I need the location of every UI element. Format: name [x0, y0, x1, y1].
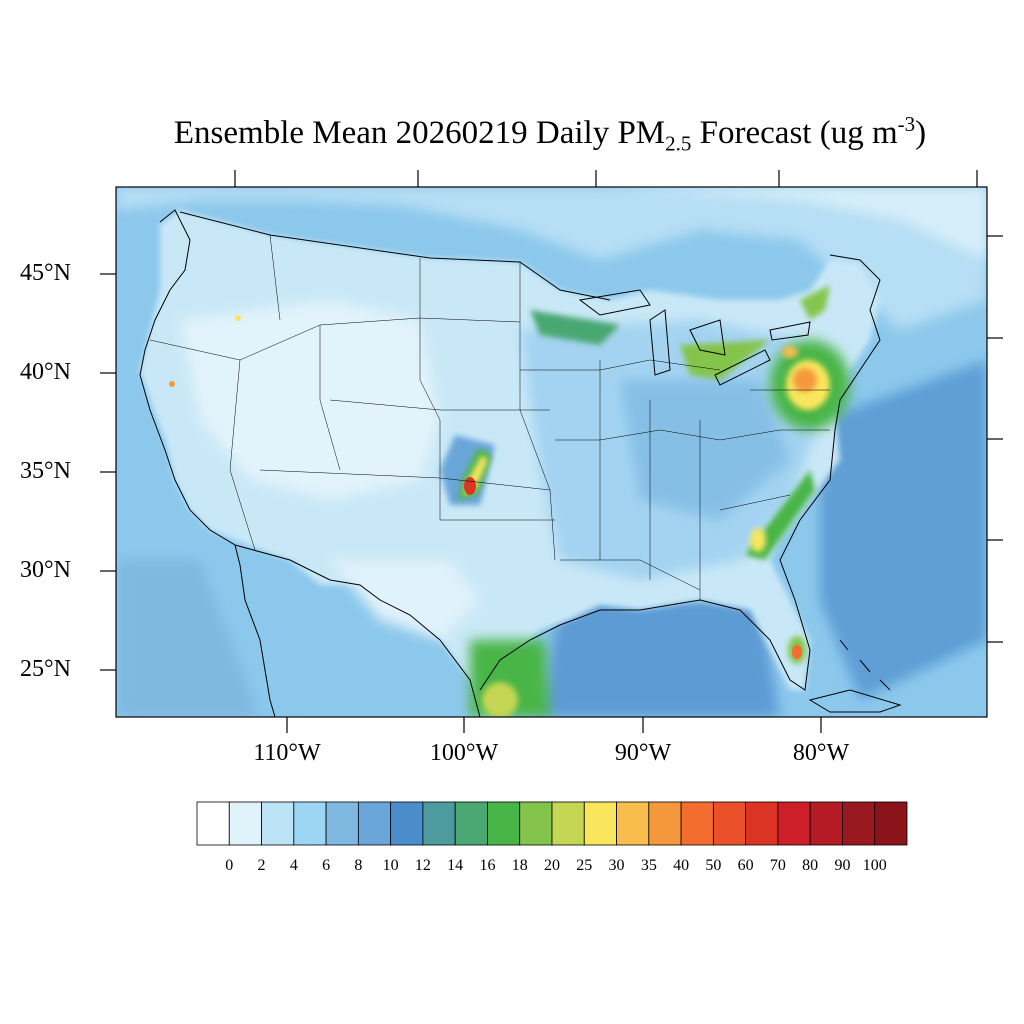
- title-middle: Forecast (ug m: [691, 115, 898, 151]
- legend-swatch: [228, 801, 262, 846]
- legend-swatch: [519, 801, 553, 846]
- legend-swatch: [454, 801, 488, 846]
- west-coastline: [139, 209, 276, 717]
- legend-swatch: [422, 801, 456, 846]
- hotspot-idaho: [235, 315, 241, 321]
- canada-border: [179, 211, 611, 301]
- lon-label-90w: 90°W: [614, 740, 672, 766]
- lake-ontario: [769, 321, 811, 341]
- legend-swatch: [874, 801, 908, 846]
- lat-label-40: 40°N: [20, 359, 71, 385]
- title-superscript: -3: [897, 112, 916, 136]
- lat-label-30: 30°N: [20, 557, 71, 583]
- lake-erie: [714, 349, 771, 386]
- legend-swatch: [680, 801, 714, 846]
- ohio-valley-field: [620, 380, 790, 520]
- legend-swatch: [487, 801, 521, 846]
- lon-label-80w: 80°W: [792, 740, 850, 766]
- legend-tick-label: 2: [257, 857, 266, 874]
- legend-tick-label: 16: [479, 857, 496, 874]
- legend-tick-label: 30: [608, 857, 625, 874]
- legend-tick-label: 35: [640, 857, 657, 874]
- texas-west-field: [330, 560, 480, 640]
- legend-tick-label: 0: [225, 857, 234, 874]
- legend-tick-label: 6: [322, 857, 331, 874]
- map-ticks: [100, 170, 1003, 733]
- title-subscript: 2.5: [665, 131, 692, 156]
- atlantic-field: [820, 360, 987, 700]
- legend-tick-label: 70: [769, 857, 786, 874]
- map-title: Ensemble Mean 20260219 Daily PM2.5 Forec…: [0, 112, 1024, 157]
- legend-tick-label: 18: [511, 857, 528, 874]
- state-borders: [149, 234, 830, 600]
- hotspot-nevada: [169, 381, 175, 387]
- lat-label-25: 25°N: [20, 656, 71, 682]
- legend-tick-label: 8: [354, 857, 363, 874]
- legend-tick-label: 90: [834, 857, 851, 874]
- legend-swatch: [745, 801, 779, 846]
- legend-swatch: [648, 801, 682, 846]
- mexico-border: [234, 544, 481, 717]
- lon-label-100w: 100°W: [429, 740, 499, 766]
- legend-tick-label: 4: [289, 857, 298, 874]
- west-interior-field: [180, 300, 440, 500]
- map-field: [116, 187, 987, 717]
- lake-michigan: [649, 309, 671, 376]
- legend-tick-label: 50: [705, 857, 722, 874]
- legend-swatch: [390, 801, 424, 846]
- title-suffix: ): [915, 115, 927, 151]
- hotspot-south-texas: [470, 640, 550, 717]
- legend-swatch: [551, 801, 585, 846]
- legend-tick-label: 14: [447, 857, 464, 874]
- color-legend: [196, 801, 908, 846]
- legend-swatch: [712, 801, 747, 846]
- lat-label-35: 35°N: [20, 458, 71, 484]
- legend-tick-label: 80: [802, 857, 819, 874]
- legend-swatch: [357, 801, 392, 846]
- legend-swatch: [583, 801, 617, 846]
- legend-tick-label: 10: [382, 857, 399, 874]
- legend-tick-label: 12: [414, 857, 431, 874]
- map-border: [115, 186, 988, 718]
- lon-label-110w: 110°W: [253, 740, 321, 766]
- lat-label-45: 45°N: [20, 260, 71, 286]
- title-prefix: Ensemble Mean 20260219 Daily PM: [173, 115, 666, 151]
- lake-superior: [578, 289, 651, 316]
- legend-swatch: [777, 801, 811, 846]
- legend-swatch: [325, 801, 359, 846]
- legend-tick-label: 25: [576, 857, 593, 874]
- legend-swatch: [842, 801, 876, 846]
- legend-swatch: [809, 801, 843, 846]
- legend-tick-label: 40: [673, 857, 690, 874]
- cuba-outline: [808, 689, 902, 713]
- lake-huron: [689, 319, 726, 356]
- canada-field: [116, 187, 987, 330]
- hotspot-south-florida: [788, 636, 806, 664]
- legend-tick-label: 20: [544, 857, 560, 874]
- hotspot-plains-plume: [440, 435, 495, 505]
- legend-swatch: [261, 801, 295, 846]
- pacific-field: [116, 560, 260, 717]
- legend-swatch: [616, 801, 650, 846]
- hotspot-mid-atlantic: [770, 340, 850, 430]
- legend-tick-label: 100: [862, 857, 887, 874]
- legend-swatch: [196, 801, 230, 846]
- bahamas-outline: [839, 639, 891, 691]
- legend-swatch: [293, 801, 327, 846]
- gulf-atlantic-coastline: [479, 254, 881, 691]
- canada-field-light: [600, 187, 987, 260]
- hotspot-carolina-plume: [745, 470, 815, 560]
- legend-tick-label: 60: [737, 857, 754, 874]
- gulf-field: [540, 600, 780, 717]
